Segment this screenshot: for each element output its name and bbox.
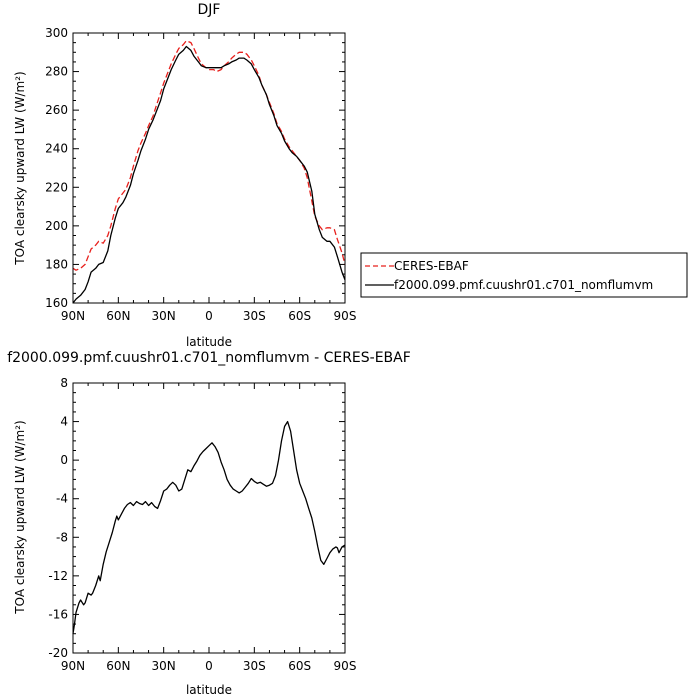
top-ytick-label: 240 [45,142,68,156]
top-xtick-label: 60N [106,309,130,323]
bottom-chart-series [72,420,346,634]
top-ytick-label: 220 [45,180,68,194]
bottom-ytick-label: 8 [60,376,68,390]
top-ytick-label: 300 [45,26,68,40]
bottom-chart-axes: 90N 60N 30N 0 30S 60S 90S -20 -16 -12 -8 -4 0 4 8 [48,376,356,673]
bottom-xtick-label: 90S [334,659,357,673]
bottom-ytick-label: -8 [56,530,68,544]
bottom-chart-title: f2000.099.pmf.cuushr01.c701_nomflumvm - … [7,350,411,366]
top-chart: DJF TOA clearsky upward LW (W/m²) latitu… [13,2,356,349]
top-chart-ylabel: TOA clearsky upward LW (W/m²) [13,71,27,265]
top-ytick-label: 200 [45,219,68,233]
top-ytick-label: 180 [45,257,68,271]
top-xtick-label: 30S [243,309,266,323]
top-ytick-label: 280 [45,65,68,79]
bottom-xtick-label: 0 [205,659,213,673]
top-series-line-0 [72,40,346,271]
bottom-xtick-label: 30N [152,659,176,673]
top-xtick-label: 0 [205,309,213,323]
bottom-ytick-label: -16 [48,607,68,621]
bottom-ytick-label: -20 [48,646,68,660]
top-xtick-label: 90N [61,309,85,323]
bottom-series-line-0 [72,420,346,634]
top-ytick-label: 160 [45,296,68,310]
bottom-chart-xlabel: latitude [186,683,232,697]
legend-label-ceres: CERES-EBAF [394,259,469,273]
bottom-chart: f2000.099.pmf.cuushr01.c701_nomflumvm - … [7,350,411,697]
bottom-ytick-label: -4 [56,492,68,506]
top-chart-axes: 90N 60N 30N 0 30S 60S 90S 160 180 200 220 240 260 280… [45,26,356,323]
top-xtick-label: 90S [334,309,357,323]
legend: CERES-EBAF f2000.099.pmf.cuushr01.c701_n… [360,252,688,298]
bottom-xtick-label: 30S [243,659,266,673]
top-chart-series [72,40,346,304]
bottom-ytick-label: 4 [60,415,68,429]
bottom-chart-frame [72,382,346,654]
top-ytick-label: 260 [45,103,68,117]
bottom-xtick-label: 60S [288,659,311,673]
bottom-ytick-label: -12 [48,569,68,583]
bottom-xtick-label: 90N [61,659,85,673]
legend-box [360,252,688,298]
top-xtick-label: 60S [288,309,311,323]
top-chart-frame [72,32,346,304]
top-series-line-1 [72,45,346,304]
top-chart-title: DJF [198,2,221,18]
top-xtick-label: 30N [152,309,176,323]
bottom-ytick-label: 0 [60,453,68,467]
top-chart-xlabel: latitude [186,335,232,349]
legend-label-model: f2000.099.pmf.cuushr01.c701_nomflumvm [394,278,653,292]
bottom-xtick-label: 60N [106,659,130,673]
bottom-chart-ylabel: TOA clearsky upward LW (W/m²) [13,420,27,614]
